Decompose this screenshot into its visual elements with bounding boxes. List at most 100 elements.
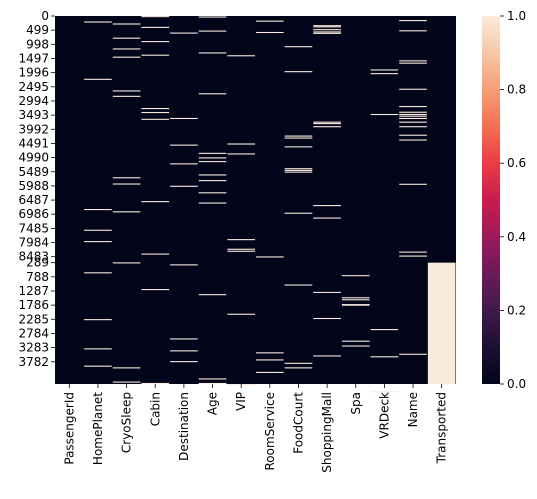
- missing-cell: [341, 297, 370, 299]
- missing-cell: [84, 348, 112, 350]
- missing-cell: [341, 299, 370, 301]
- missing-cell: [399, 255, 427, 257]
- x-tick-label: HomePlanet: [91, 392, 105, 465]
- missing-cell: [141, 26, 170, 28]
- missing-cell: [198, 152, 227, 154]
- missing-cell: [198, 174, 227, 176]
- missing-cell: [399, 134, 427, 136]
- heatmap-area: [55, 16, 456, 393]
- missing-cell: [141, 111, 170, 114]
- missing-cell: [141, 41, 170, 43]
- missing-cell: [370, 73, 399, 75]
- missing-cell: [112, 23, 141, 25]
- y-tick-label: 3992: [18, 122, 49, 136]
- missing-cell: [198, 294, 227, 296]
- missing-cell: [399, 113, 427, 116]
- missing-cell: [170, 144, 198, 146]
- missing-cell: [198, 16, 227, 18]
- missing-cell: [170, 163, 198, 165]
- missing-cell: [284, 171, 313, 173]
- y-axis: 0499998149719962495299434933992449149905…: [18, 9, 55, 369]
- colorbar-tick-label: 0.0: [507, 377, 526, 391]
- missing-cell: [198, 180, 227, 182]
- missing-cell: [141, 54, 170, 56]
- colorbar: 0.0 0.2 0.4 0.6 0.8 1.0: [482, 9, 526, 391]
- missing-cell: [141, 16, 170, 18]
- missing-cell: [198, 192, 227, 194]
- missing-cell: [313, 291, 341, 293]
- missing-cell: [84, 229, 112, 231]
- missing-cell: [313, 126, 341, 128]
- missing-cell: [313, 317, 341, 320]
- missing-cell: [284, 168, 313, 170]
- missing-cell: [370, 391, 399, 393]
- missing-cell: [256, 20, 284, 22]
- y-tick-label: 289: [26, 256, 49, 270]
- missing-cell: [227, 143, 255, 145]
- x-axis: PassengerId HomePlanet CryoSleep Cabin Desti…: [62, 384, 449, 473]
- missing-cell: [256, 256, 284, 258]
- missing-cell: [112, 262, 141, 264]
- x-tick-label: FoodCourt: [291, 392, 305, 454]
- x-tick-label: VIP: [234, 392, 248, 411]
- x-tick-label: ShoppingMall: [320, 392, 334, 473]
- missing-cell: [341, 340, 370, 342]
- x-tick-label: Destination: [177, 392, 191, 461]
- missing-cell: [399, 115, 427, 117]
- missing-cell: [84, 78, 112, 80]
- missing-cell: [227, 55, 255, 57]
- missing-cell: [112, 48, 141, 50]
- x-tick-label: PassengerId: [62, 392, 76, 465]
- y-tick-label: 3283: [18, 341, 49, 355]
- x-tick-label: Age: [206, 392, 220, 415]
- missing-cell: [112, 183, 141, 185]
- missing-cell: [370, 69, 399, 71]
- missing-cell: [399, 106, 427, 108]
- missing-cell: [198, 157, 227, 159]
- missing-cell: [341, 304, 370, 306]
- missing-cell: [170, 185, 198, 187]
- missing-cell: [284, 169, 313, 171]
- missing-cell: [198, 382, 227, 385]
- missing-cell: [313, 205, 341, 207]
- missing-cell: [112, 177, 141, 179]
- missing-cell: [399, 139, 427, 141]
- colorbar-gradient: [482, 16, 500, 384]
- missing-cell: [141, 289, 170, 291]
- missing-cell: [227, 313, 255, 315]
- missing-cell: [399, 126, 427, 128]
- x-tick-label: RoomService: [263, 392, 277, 471]
- missing-cell: [370, 356, 399, 358]
- missing-cell: [141, 107, 170, 110]
- missing-cell: [399, 30, 427, 32]
- missing-cell: [313, 121, 341, 123]
- y-tick-label: 7984: [18, 236, 49, 250]
- missing-cell: [141, 253, 170, 255]
- x-tick-label: CryoSleep: [120, 392, 134, 453]
- y-tick-label: 5489: [18, 165, 49, 179]
- missing-cell: [284, 46, 313, 48]
- missing-cell: [112, 211, 141, 213]
- missing-cell: [198, 161, 227, 163]
- missing-cell: [198, 378, 227, 380]
- missing-cell: [198, 30, 227, 32]
- missing-cell: [341, 304, 370, 306]
- missing-cell: [227, 153, 255, 155]
- y-tick-label: 4491: [18, 136, 49, 150]
- missing-cell: [399, 88, 427, 90]
- y-tick-label: 8483: [18, 250, 49, 264]
- y-tick-label: 2784: [18, 326, 49, 340]
- missing-cell: [112, 381, 141, 383]
- y-tick-label: 6487: [18, 193, 49, 207]
- y-tick-label: 1786: [18, 298, 49, 312]
- missing-cell: [341, 345, 370, 347]
- missing-cell: [170, 350, 198, 352]
- missing-cell: [112, 367, 141, 369]
- missing-cell: [84, 241, 112, 243]
- missing-cell: [256, 359, 284, 361]
- missing-cell: [399, 62, 427, 64]
- colorbar-tick-label: 0.4: [507, 230, 526, 244]
- missing-cell: [256, 371, 284, 373]
- missing-cell: [370, 113, 399, 116]
